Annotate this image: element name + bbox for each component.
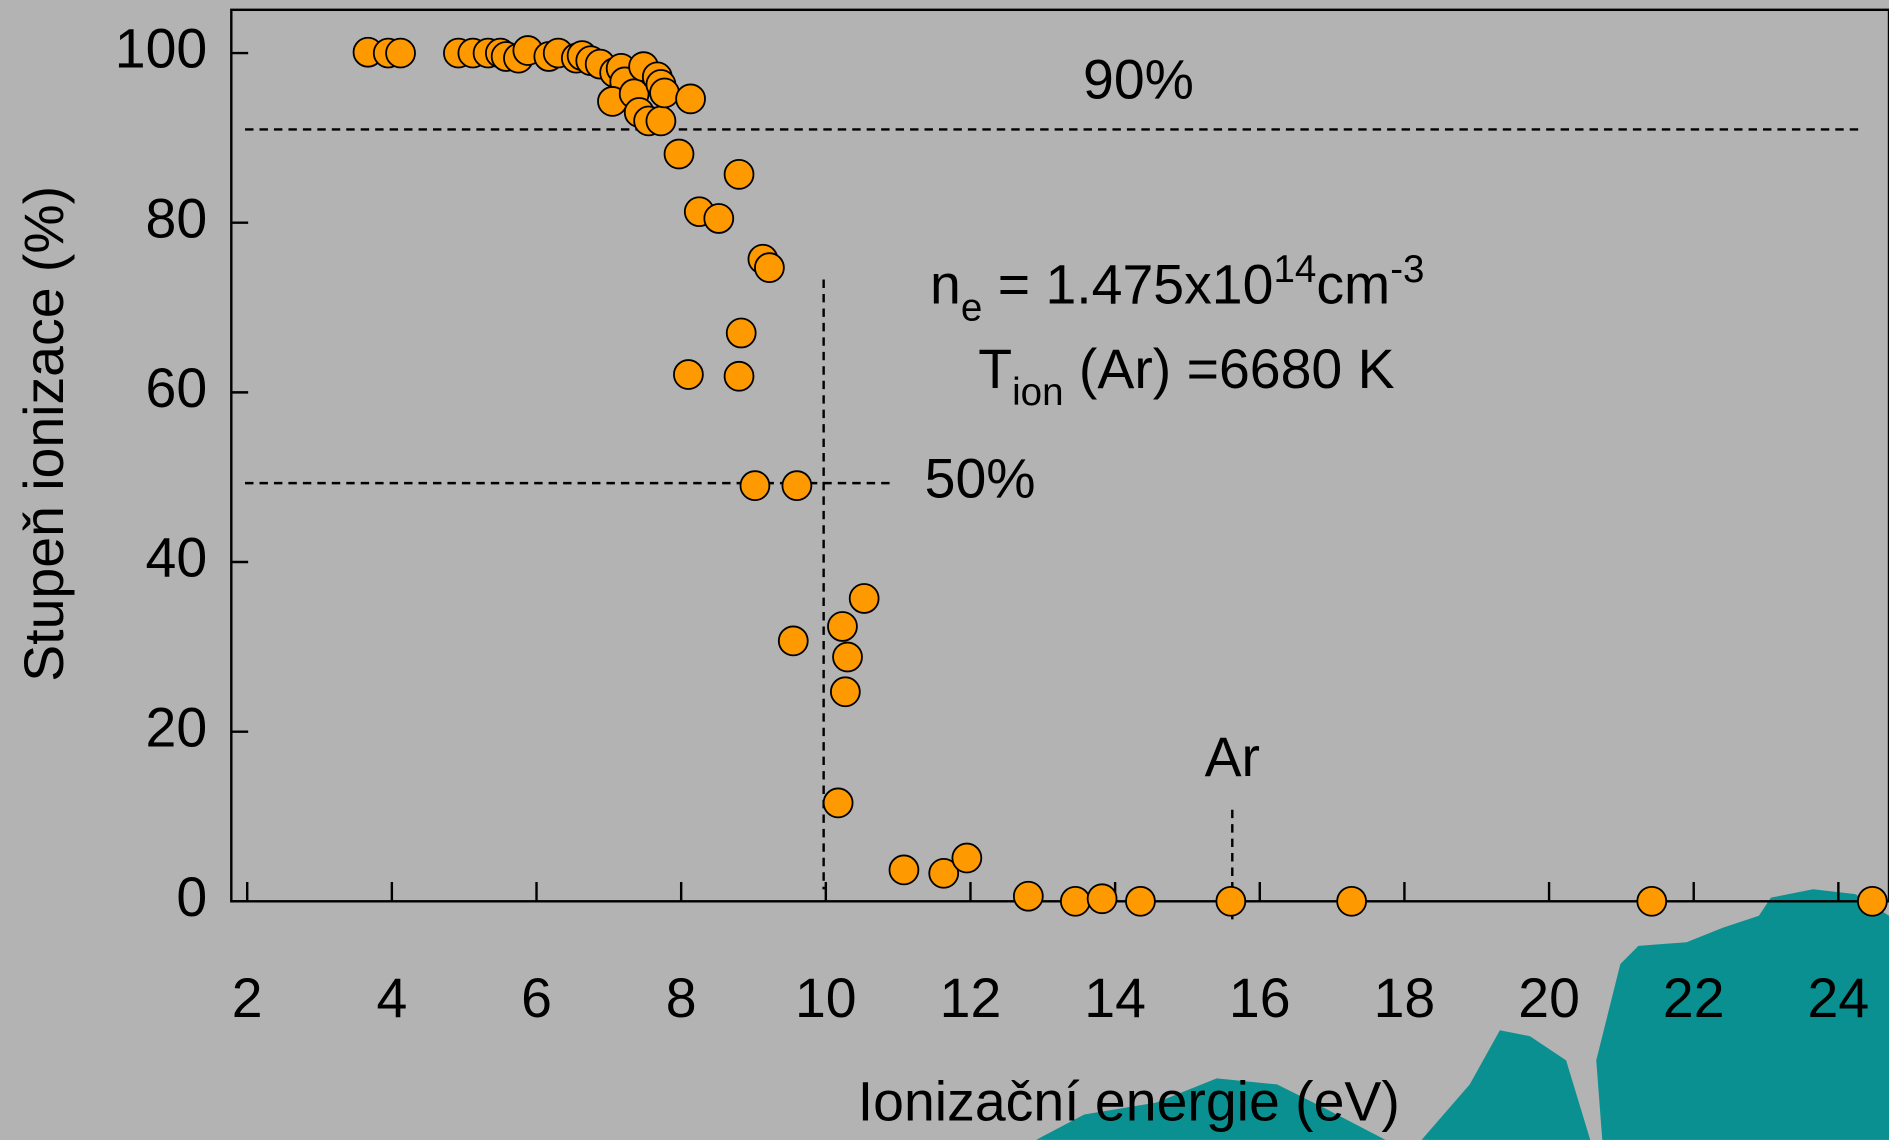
x-tick-label: 22 bbox=[1663, 967, 1725, 1029]
y-tick-label: 100 bbox=[115, 18, 207, 80]
point bbox=[782, 471, 811, 500]
point bbox=[1858, 887, 1887, 916]
density-unit-exponent: -3 bbox=[1390, 248, 1424, 291]
x-tick-label: 14 bbox=[1084, 967, 1146, 1029]
point bbox=[725, 362, 754, 391]
point bbox=[824, 788, 853, 817]
point bbox=[1014, 882, 1043, 911]
point bbox=[779, 626, 808, 655]
reference-label: Ar bbox=[1205, 726, 1260, 788]
point bbox=[952, 844, 981, 873]
point bbox=[386, 39, 415, 68]
x-tick-label: 2 bbox=[232, 967, 263, 1029]
chart: Stupeň ionizace (%) Ionizační energie (e… bbox=[0, 0, 1889, 1140]
density-subscript: e bbox=[961, 287, 982, 330]
reference-label: 50% bbox=[925, 448, 1036, 510]
density-text: = 1.475x10 bbox=[982, 254, 1273, 316]
point bbox=[650, 78, 679, 107]
temperature-symbol: T bbox=[978, 338, 1012, 400]
point bbox=[850, 584, 879, 613]
x-tick-label: 6 bbox=[521, 967, 552, 1029]
reference-label: 90% bbox=[1083, 48, 1194, 110]
density-unit: cm bbox=[1316, 254, 1390, 316]
temperature-subscript: ion bbox=[1012, 371, 1063, 414]
density-symbol: n bbox=[930, 254, 961, 316]
point bbox=[646, 106, 675, 135]
y-tick-label: 60 bbox=[146, 357, 208, 419]
x-tick-label: 24 bbox=[1808, 967, 1870, 1029]
point bbox=[674, 360, 703, 389]
x-tick-label: 8 bbox=[666, 967, 697, 1029]
point bbox=[1337, 887, 1366, 916]
point bbox=[889, 855, 918, 884]
point bbox=[1637, 887, 1666, 916]
point bbox=[740, 471, 769, 500]
point bbox=[1126, 887, 1155, 916]
x-tick-label: 20 bbox=[1518, 967, 1580, 1029]
y-tick-label: 40 bbox=[146, 527, 208, 589]
point bbox=[1061, 887, 1090, 916]
y-tick-label: 0 bbox=[176, 866, 207, 928]
x-tick-label: 10 bbox=[795, 967, 857, 1029]
point bbox=[704, 204, 733, 233]
y-axis-label: Stupeň ionizace (%) bbox=[13, 186, 75, 682]
point bbox=[727, 319, 756, 348]
density-exponent: 14 bbox=[1273, 248, 1316, 291]
x-axis-label: Ionizační energie (eV) bbox=[858, 1071, 1400, 1133]
point bbox=[831, 677, 860, 706]
point bbox=[755, 253, 784, 282]
x-tick-label: 4 bbox=[376, 967, 407, 1029]
point bbox=[1216, 887, 1245, 916]
x-tick-label: 16 bbox=[1229, 967, 1291, 1029]
point bbox=[1088, 884, 1117, 913]
y-tick-label: 20 bbox=[146, 696, 208, 758]
temperature-text: (Ar) =6680 K bbox=[1064, 338, 1395, 400]
point bbox=[676, 84, 705, 113]
point bbox=[833, 643, 862, 672]
point bbox=[665, 140, 694, 169]
point bbox=[828, 612, 857, 641]
point bbox=[725, 160, 754, 189]
x-tick-label: 12 bbox=[940, 967, 1002, 1029]
x-tick-label: 18 bbox=[1374, 967, 1436, 1029]
page: Stupeň ionizace (%) Ionizační energie (e… bbox=[0, 0, 1889, 1140]
y-tick-label: 80 bbox=[146, 187, 208, 249]
